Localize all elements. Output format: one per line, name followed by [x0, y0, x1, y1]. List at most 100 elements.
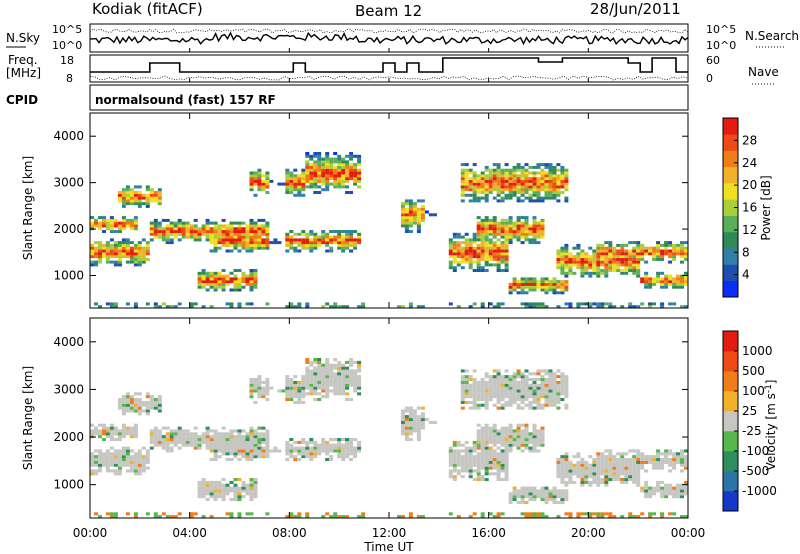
power-cell [568, 271, 573, 275]
velocity-cell [656, 489, 661, 493]
velocity-cell [213, 438, 218, 442]
power-cell [109, 260, 114, 264]
velocity-cell [532, 378, 537, 382]
power-cell [401, 221, 405, 225]
velocity-cell [560, 383, 565, 387]
velocity-cell [604, 480, 609, 484]
power-cell [109, 221, 114, 225]
power-cell [285, 177, 290, 181]
velocity-cell [209, 458, 214, 462]
velocity-cell [125, 449, 130, 453]
power-cell [604, 252, 609, 256]
velocity-cell [305, 455, 310, 459]
power-cell [564, 199, 569, 203]
velocity-cell [632, 472, 637, 476]
velocity-cell [161, 512, 166, 516]
power-cell [492, 171, 497, 175]
velocity-cell [580, 475, 585, 479]
velocity-cell [584, 512, 589, 516]
power-cell [672, 302, 677, 306]
velocity-cell [305, 443, 310, 447]
velocity-cell [580, 469, 585, 473]
power-cell [321, 182, 326, 186]
velocity-cell [317, 369, 322, 373]
power-cell [496, 224, 501, 228]
velocity-cell [329, 455, 334, 459]
velocity-cell [616, 478, 621, 482]
velocity-cell [536, 372, 541, 376]
velocity-cell [648, 460, 653, 464]
power-cell [416, 218, 421, 222]
velocity-cell [532, 446, 537, 450]
power-cell [229, 249, 234, 253]
velocity-cell [628, 460, 633, 464]
power-cell [516, 185, 521, 189]
power-cell [193, 224, 198, 228]
power-cell [157, 230, 162, 233]
velocity-cell [309, 363, 314, 367]
velocity-cell [337, 452, 342, 456]
power-cell [189, 235, 194, 239]
velocity-cell [504, 440, 509, 444]
velocity-cell [512, 378, 517, 382]
power-cell [544, 305, 549, 309]
power-cell [532, 171, 537, 175]
power-cell [189, 232, 194, 236]
velocity-cell [197, 446, 202, 450]
velocity-cell [564, 495, 569, 499]
velocity-cell [620, 480, 625, 484]
power-cell [476, 252, 481, 256]
power-cell [612, 257, 617, 261]
velocity-cell [102, 463, 106, 467]
velocity-cell [596, 515, 601, 519]
power-cell [484, 260, 489, 264]
power-cell [401, 207, 405, 211]
power-cell [552, 171, 557, 175]
power-cell [117, 196, 122, 200]
velocity-cell [524, 492, 529, 496]
power-cell [341, 182, 346, 186]
velocity-cell [500, 440, 505, 444]
velocity-cell [476, 383, 481, 387]
velocity-cell [217, 489, 222, 493]
velocity-cell [512, 495, 517, 499]
power-cell [277, 241, 282, 245]
power-cell [420, 204, 425, 208]
power-cell [508, 230, 513, 233]
power-cell [133, 257, 138, 261]
velocity-cell [500, 463, 505, 467]
velocity-cell [229, 429, 234, 433]
velocity-cell [181, 443, 186, 447]
power-cell [233, 221, 238, 225]
velocity-cell [484, 426, 489, 430]
power-cell [656, 243, 661, 247]
power-cell [193, 302, 198, 306]
power-cell [620, 305, 625, 309]
power-cell [181, 227, 186, 231]
power-cell [536, 230, 541, 233]
velocity-cell [233, 443, 238, 447]
power-cell [349, 235, 354, 239]
power-cell [548, 188, 553, 192]
velocity-cell [596, 512, 601, 516]
velocity-cell [612, 472, 617, 476]
power-cell [293, 185, 298, 189]
power-cell [564, 282, 569, 286]
power-cell [309, 171, 314, 175]
power-cell [341, 168, 346, 172]
velocity-cell [560, 372, 565, 376]
velocity-cell [317, 398, 322, 402]
velocity-cell [305, 383, 310, 387]
power-cell [500, 221, 505, 225]
velocity-cell [404, 418, 409, 422]
power-cell [261, 182, 266, 186]
velocity-cell [496, 389, 501, 393]
power-cell [285, 249, 290, 253]
power-cell [257, 241, 262, 245]
velocity-cell [420, 415, 425, 419]
power-cell [249, 235, 254, 239]
power-cell [293, 193, 298, 197]
velocity-cell [209, 449, 214, 453]
velocity-cell [500, 403, 505, 407]
velocity-cell [556, 398, 561, 402]
